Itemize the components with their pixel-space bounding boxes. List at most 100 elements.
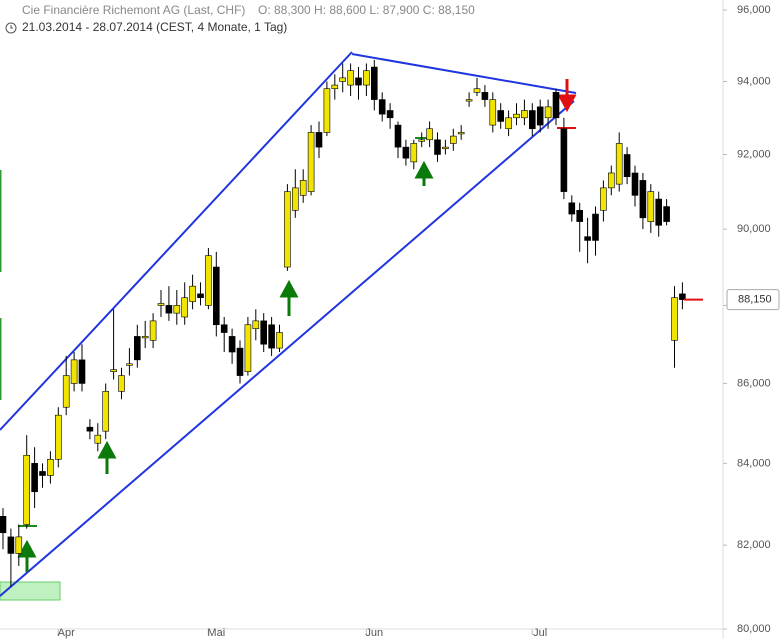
candle-body <box>655 198 663 226</box>
candle-body <box>607 172 615 189</box>
y-tick-label: 86,000 <box>737 377 771 389</box>
candle-body <box>513 113 520 119</box>
candle-body <box>386 110 394 119</box>
candle-body <box>110 369 117 372</box>
candle-body <box>394 124 402 148</box>
candle-body <box>663 206 670 222</box>
y-tick-label: 80,000 <box>737 623 771 635</box>
candle-body <box>134 336 141 361</box>
candle-body <box>252 320 260 329</box>
candle-body <box>205 255 212 306</box>
candle-body <box>276 332 283 349</box>
candle-body <box>615 143 623 185</box>
clock-hand <box>10 25 13 29</box>
candle-body <box>7 536 15 554</box>
sell-arrow <box>557 79 577 113</box>
x-tick-label: Apr <box>58 627 75 639</box>
candle-body <box>623 154 631 178</box>
candle-body <box>560 128 568 192</box>
candle-body <box>347 70 354 86</box>
y-tick-label: 96,000 <box>737 4 771 16</box>
candle-body <box>426 128 433 141</box>
candle-body <box>197 293 204 299</box>
candle-body <box>355 77 362 86</box>
candle-body <box>173 305 181 314</box>
candle-body <box>31 463 38 493</box>
chart-title: Cie Financière Richemont AG (Last, CHF) <box>22 3 245 17</box>
candle-body <box>410 143 418 163</box>
candle-body <box>465 99 473 102</box>
buy-arrow <box>97 440 117 474</box>
buy-arrow <box>279 279 299 316</box>
candle-body <box>402 146 410 159</box>
trend-line <box>0 100 575 597</box>
candle-body <box>378 99 386 115</box>
candle-body <box>23 454 31 525</box>
candle-body <box>260 320 268 345</box>
candle-body <box>86 426 94 432</box>
candle-body <box>102 391 109 432</box>
candle-body <box>0 516 7 534</box>
candle-body <box>228 336 236 353</box>
candle-body <box>181 297 188 318</box>
candle-body <box>536 106 544 126</box>
candle-body <box>639 180 647 219</box>
candle-body <box>370 66 378 100</box>
candle-body <box>126 363 133 366</box>
annotations <box>0 51 577 601</box>
candle-body <box>528 110 536 130</box>
candle-body <box>449 135 457 144</box>
candle-body <box>584 236 591 241</box>
subtitle: 21.03.2014 - 28.07.2014 (CEST, 4 Monate,… <box>22 20 287 34</box>
candle-body <box>552 92 560 119</box>
y-tick-label: 82,000 <box>737 539 771 551</box>
last-price-box <box>726 289 780 311</box>
trend-line <box>351 53 577 94</box>
candle-body <box>78 359 86 384</box>
last-price-label: 88,150 <box>738 294 772 306</box>
candle-body <box>323 88 331 133</box>
candle-body <box>149 320 157 341</box>
candle-body <box>307 132 315 192</box>
candle-body <box>54 414 62 460</box>
candle-body <box>497 110 505 122</box>
candle-body <box>600 187 607 211</box>
clock-icon <box>5 22 17 34</box>
y-tick-label: 84,000 <box>737 457 771 469</box>
candle-body <box>189 285 196 302</box>
candle-body <box>220 324 228 333</box>
candle-body <box>299 180 307 196</box>
candle-body <box>94 434 102 444</box>
quote: O: 88,300 H: 88,600 L: 87,900 C: 88,150 <box>258 3 475 17</box>
candle-body <box>291 187 299 211</box>
candle-body <box>489 99 497 126</box>
candle-body <box>457 132 465 135</box>
candle-body <box>576 210 584 222</box>
candle-body <box>244 324 252 372</box>
candle-body <box>70 359 78 384</box>
candle-body <box>568 202 576 215</box>
candle-body <box>15 536 23 554</box>
buy-arrow <box>414 160 434 186</box>
x-tick-label: Jul <box>533 627 547 639</box>
y-tick-label: 92,000 <box>737 148 771 160</box>
buy-arrow <box>17 539 37 572</box>
candle-body <box>631 172 639 196</box>
candle-body <box>47 459 54 476</box>
candle-body <box>592 213 599 241</box>
candle-body <box>647 191 655 222</box>
candle-body <box>481 92 489 100</box>
candle-body <box>434 139 441 155</box>
candle-body <box>418 139 426 142</box>
trend-line <box>0 51 353 431</box>
candle-body <box>363 70 370 86</box>
candle-body <box>268 324 275 349</box>
candle-body <box>284 191 291 268</box>
candle-body <box>236 347 244 376</box>
candle-body <box>157 303 165 306</box>
candle-body <box>442 146 449 149</box>
candle-body <box>679 293 686 300</box>
candle-body <box>39 471 46 476</box>
candle-body <box>213 266 220 326</box>
